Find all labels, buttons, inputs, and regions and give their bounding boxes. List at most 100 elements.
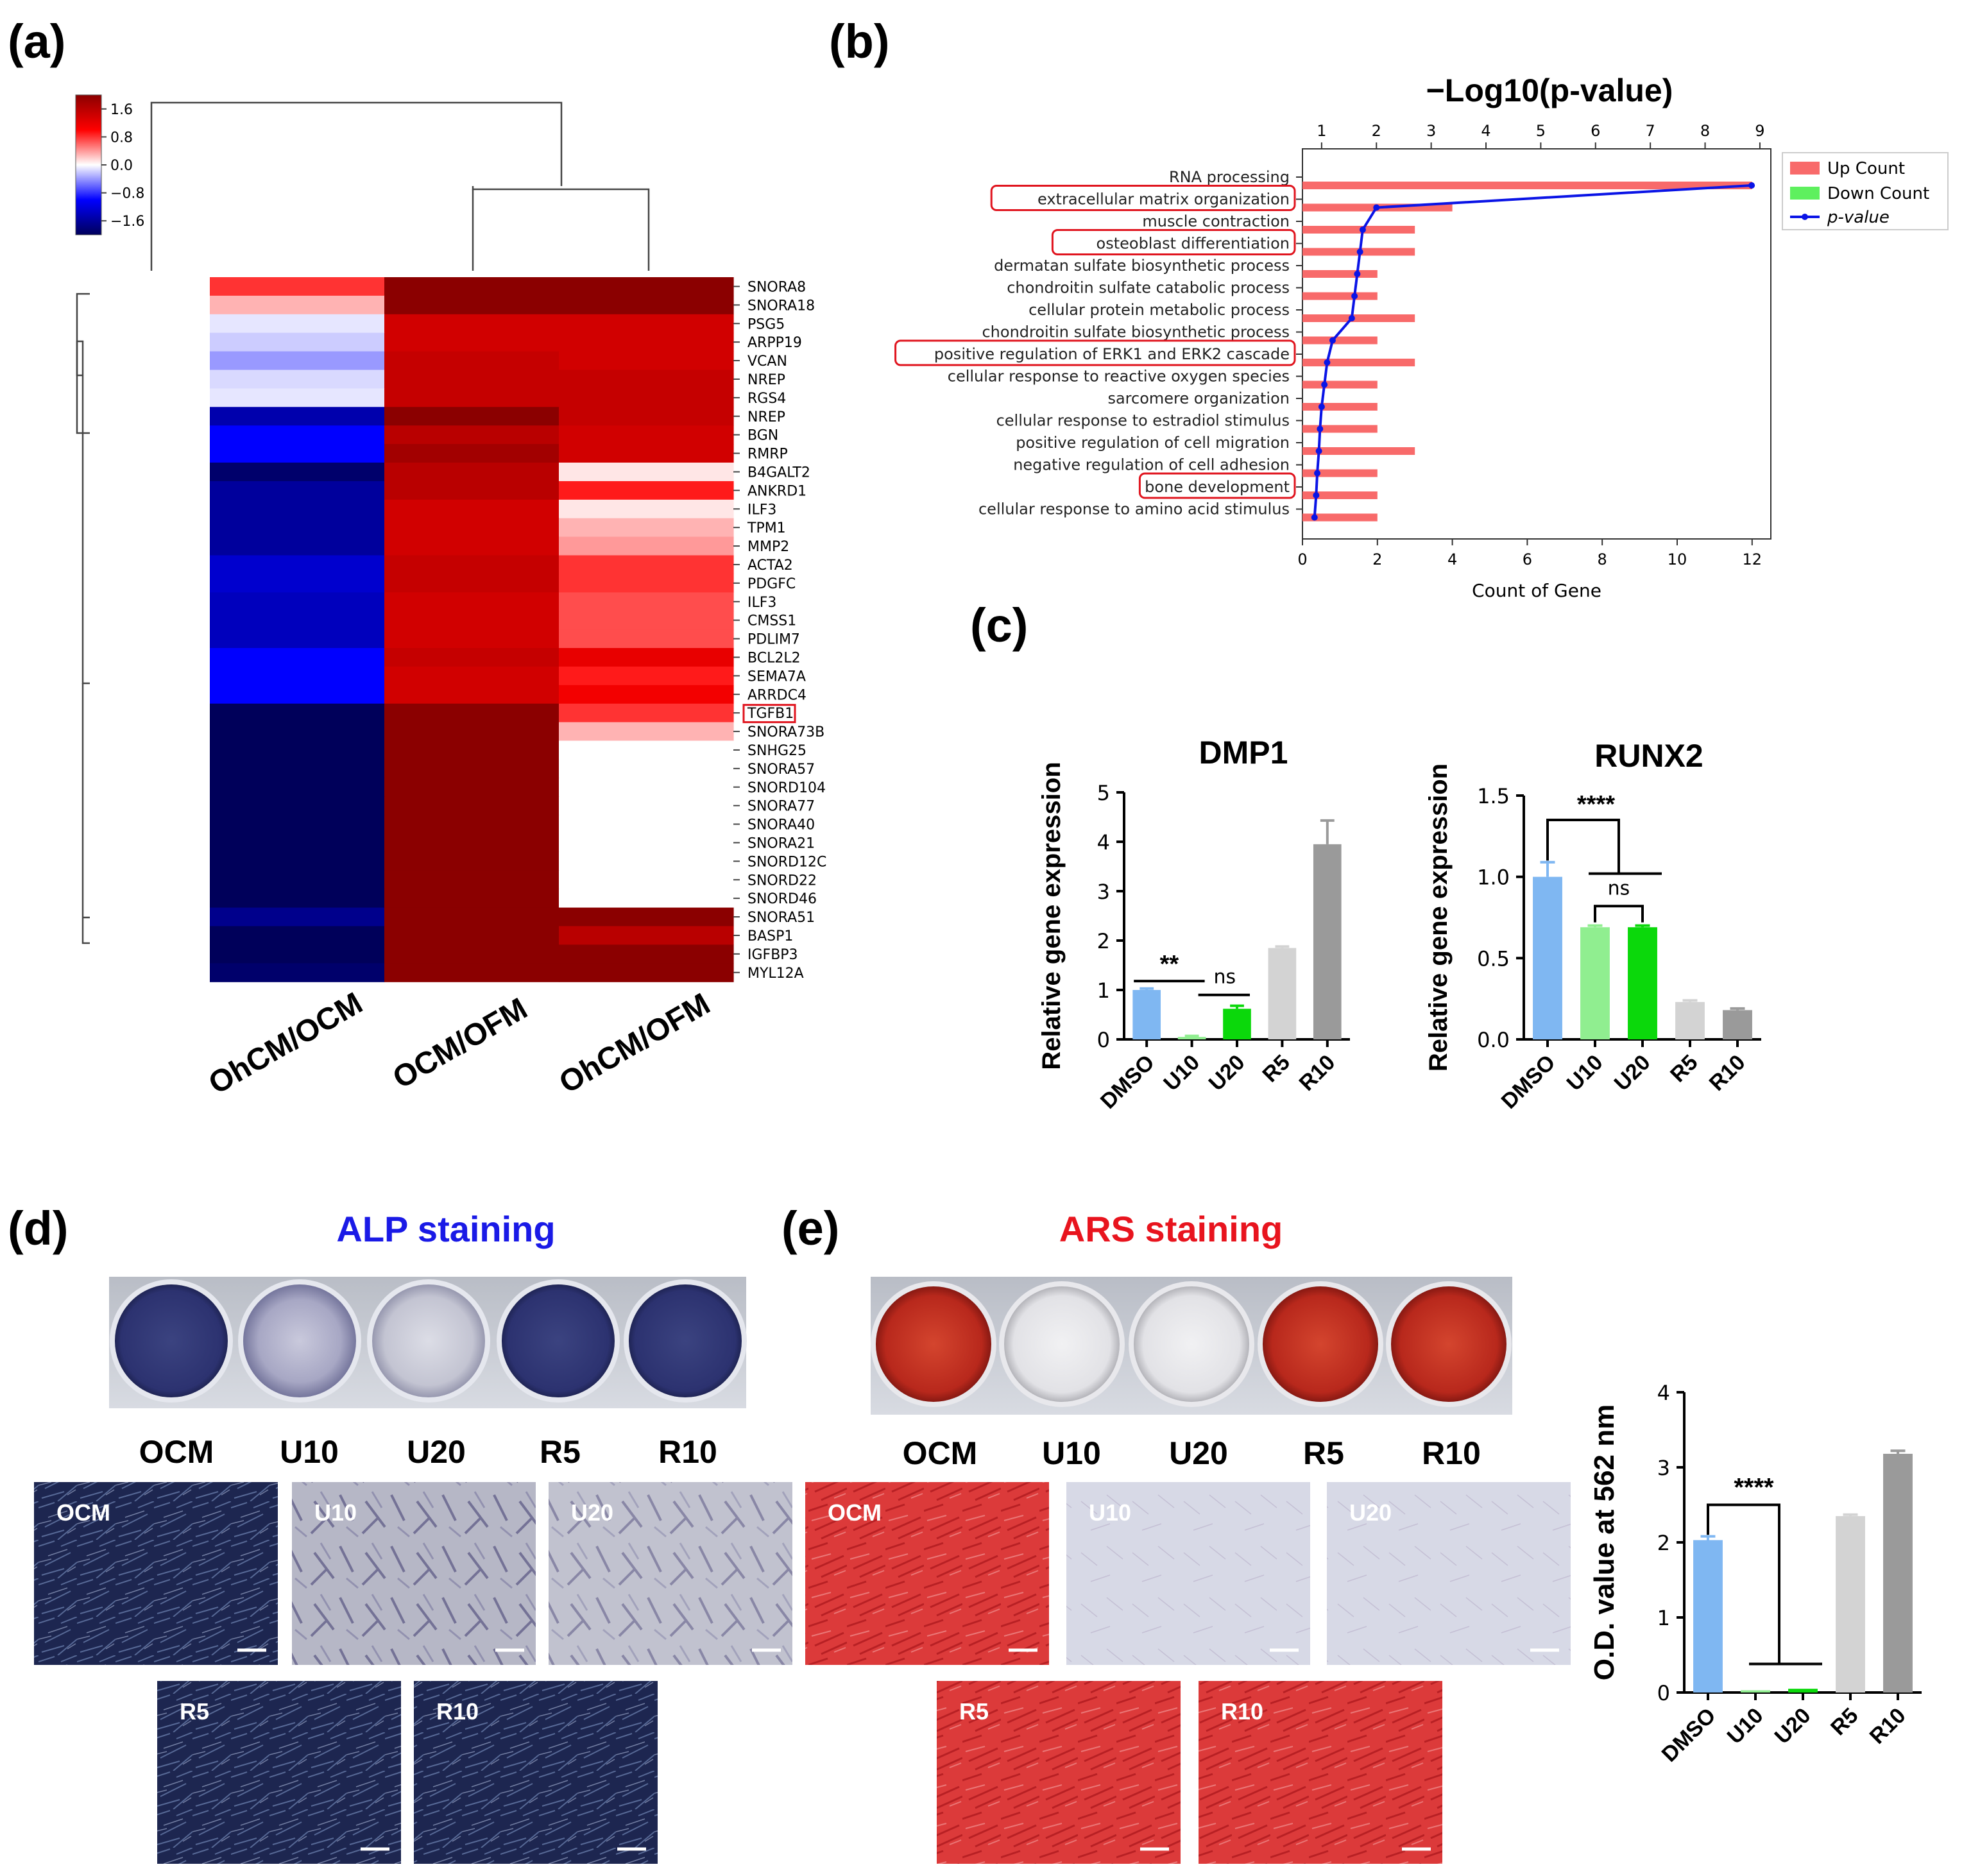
heatmap-cell [559,870,734,890]
heatmap-cell [210,277,385,296]
go-pvalue-point [1321,381,1328,388]
heatmap-gene-label: TGFB1 [747,706,794,722]
go-term-label: cellular response to estradiol stimulus [996,412,1290,430]
heatmap-cell [559,574,734,593]
bar [1177,1037,1206,1039]
y-tick-label: 0 [1097,1028,1110,1052]
go-top-tick-label: 6 [1591,122,1600,140]
heatmap-cell [384,536,559,556]
heatmap-cell [559,759,734,778]
heatmap-cell [210,833,385,853]
heatmap-gene-label: SNORD46 [747,891,817,907]
colorbar-tick-label: 0.8 [110,130,133,146]
go-top-tick-label: 9 [1755,122,1764,140]
legend-label-up: Up Count [1827,159,1905,178]
heatmap-gene-label: PDLIM7 [747,632,800,648]
panel-label-e: (e) [781,1202,839,1255]
heatmap-cell [210,703,385,723]
go-term-label: cellular protein metabolic process [1028,301,1290,319]
go-title: −Log10(p-value) [1426,72,1673,108]
heatmap-gene-label: SNORD12C [747,854,826,870]
ars-title: ARS staining [1059,1209,1283,1249]
go-term-label: osteoblast differentiation [1097,235,1290,253]
heatmap-cell [559,963,734,982]
ars-well-r5 [1258,1281,1383,1407]
go-up-bar [1302,425,1378,433]
y-tick-label: 2 [1097,929,1110,953]
heatmap-column-label: OhCM/OFM [554,987,716,1100]
panel-label-c: (c) [970,599,1028,652]
heatmap-cell [210,963,385,982]
bar [1313,844,1342,1039]
alp-tile-label-u10: U10 [314,1499,357,1526]
go-up-bar [1302,380,1378,389]
ars-tile-u10 [1066,1482,1310,1665]
go-up-bar [1302,182,1752,189]
heatmap-cell [210,722,385,742]
y-tick-label: 5 [1097,781,1110,805]
go-pvalue-point [1359,226,1366,233]
go-pvalue-point [1748,182,1755,189]
bar [1533,876,1562,1039]
x-tick-label: R10 [1294,1050,1340,1096]
od-bar-chart: 0 1 2 3 4 DMSO U10 U20 R5 R10 O.D. value at 562 nm… [1589,1381,1922,1767]
heatmap-cell [210,518,385,538]
heatmap-cell [210,796,385,815]
y-axis-label: Relative gene expression [1037,762,1066,1070]
heatmap-gene-label: ILF3 [747,502,776,518]
x-tick-label: U10 [1562,1050,1608,1096]
go-highlight-box [894,339,1296,366]
y-tick-label: 0.5 [1477,946,1510,971]
colorbar-tick-label: 1.6 [110,102,133,118]
colorbar-tick-label: −1.6 [110,214,144,230]
alp-label-u10: U10 [280,1434,339,1470]
heatmap-gene-label: RMRP [747,447,788,463]
go-pvalue-point [1315,448,1322,454]
x-tick-label: R10 [1865,1703,1911,1749]
ars-tile-r5 [937,1681,1181,1864]
ars-tile-label-u20: U20 [1349,1499,1392,1526]
ars-label-u20: U20 [1169,1435,1228,1471]
heatmap-cell [384,833,559,853]
heatmap-cell [559,778,734,797]
heatmap-cell [559,592,734,611]
heatmap-gene-label: NREP [747,409,785,425]
heatmap-gene-label: NREP [747,372,785,388]
y-axis-label: Relative gene expression [1424,763,1453,1071]
heatmap-cell [559,685,734,704]
alp-well-u20 [367,1279,490,1403]
colorbar-tick-label: −0.8 [110,186,144,202]
go-top-tick-label: 7 [1646,122,1655,140]
chart-title: DMP1 [1199,735,1288,771]
alp-micrographs: OCM U10 U20 R5 R10 [34,1482,792,1864]
heatmap-cell [210,629,385,649]
heatmap-cell [384,295,559,315]
heatmap-cell [210,889,385,908]
heatmap-cell [384,351,559,371]
heatmap-cell [384,740,559,760]
go-top-tick-label: 3 [1426,122,1436,140]
bar [1132,990,1161,1039]
heatmap-cell [210,870,385,890]
alp-tile-u20 [549,1482,792,1665]
panel-labels: (a) (b) (c) (d) (e) [8,15,1028,1255]
go-bottom-tick-label: 10 [1668,550,1687,568]
heatmap-gene-label: SNORD22 [747,873,817,889]
go-pvalue-point [1329,337,1336,344]
heatmap-cell [559,851,734,871]
heatmap-gene-label: RGS4 [747,391,786,407]
go-up-bar [1302,226,1415,234]
legend-label-down: Down Count [1827,184,1929,203]
heatmap-cell [559,463,734,482]
x-tick-label: DMSO [1497,1050,1560,1114]
heatmap-cell [210,463,385,482]
heatmap-cell [559,815,734,834]
heatmap-cell [384,796,559,815]
heatmap-cell [384,314,559,334]
x-tick-label: U10 [1723,1703,1768,1749]
x-tick-label: R5 [1666,1050,1703,1087]
heatmap-gene-label: SNORA18 [747,298,815,314]
runx2-bar-chart: 0.0 0.5 1.0 1.5 DMSO U10 U20 R5 R10 Relative gene… [1424,738,1761,1114]
heatmap-cell [559,555,734,574]
